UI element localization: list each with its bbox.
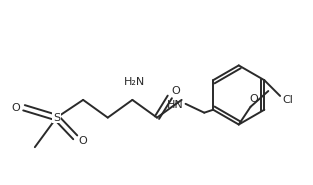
Text: Cl: Cl bbox=[283, 95, 293, 105]
Text: HN: HN bbox=[167, 100, 184, 110]
Text: O: O bbox=[79, 136, 88, 146]
Text: H₂N: H₂N bbox=[124, 77, 145, 87]
Text: O: O bbox=[171, 86, 180, 96]
Text: O: O bbox=[249, 94, 258, 104]
Text: O: O bbox=[12, 103, 21, 113]
Text: S: S bbox=[53, 113, 60, 123]
